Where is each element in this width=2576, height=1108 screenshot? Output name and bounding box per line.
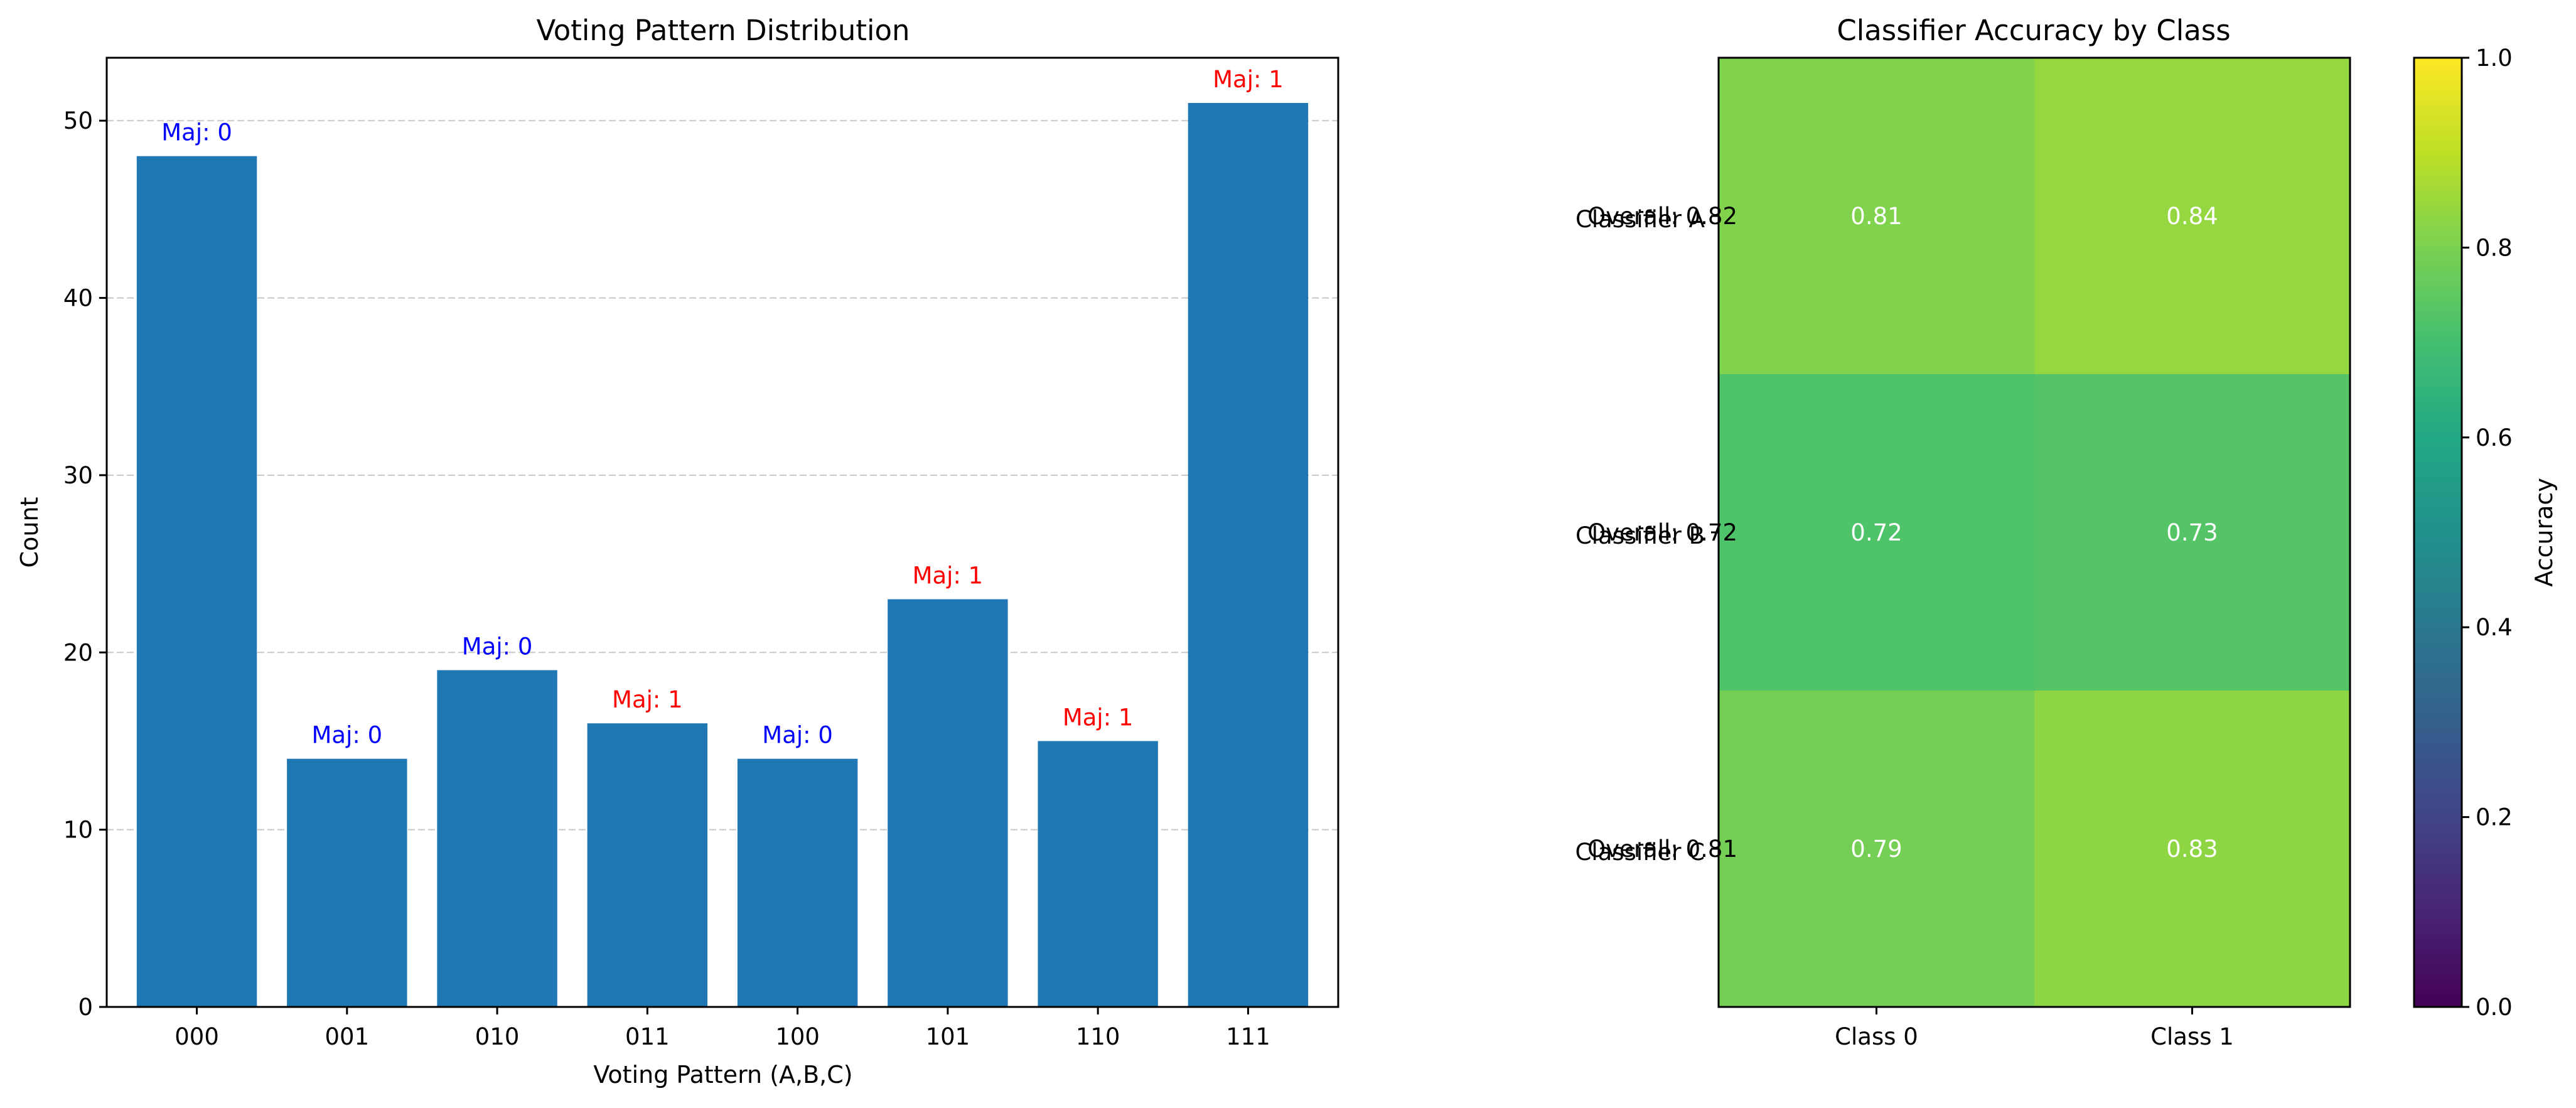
colorbar-ticks: 0.0 0.2 0.4 0.6 0.8 1.0: [2462, 45, 2513, 1021]
y-tick-label: 0: [78, 994, 93, 1021]
y-tick-label: 50: [63, 107, 93, 134]
colorbar-tick-label: 0.6: [2476, 424, 2513, 451]
heatmap-panel: Classifier Accuracy by Class 0.81 0.84 0.7…: [1575, 14, 2558, 1050]
colorbar-tick-label: 1.0: [2476, 45, 2513, 72]
bar-000: [136, 156, 257, 1007]
colorbar-label: Accuracy: [2530, 478, 2558, 587]
x-tick-label: 110: [1076, 1023, 1120, 1050]
heatmap-cell: [2034, 374, 2350, 691]
y-tick-label: 20: [63, 639, 93, 666]
x-tick-label: 111: [1226, 1023, 1270, 1050]
x-tick-label: 000: [174, 1023, 219, 1050]
bar-chart-y-axis: 0 10 20 30 40 50: [63, 107, 107, 1021]
heatmap-cell-value: 0.72: [1850, 519, 1902, 546]
heatmap-cell: [1719, 374, 2034, 691]
bar-chart-title: Voting Pattern Distribution: [536, 14, 910, 47]
bar-label-110: Maj: 1: [1063, 704, 1134, 731]
bar-label-010: Maj: 0: [462, 633, 533, 660]
heatmap-cell: [1719, 691, 2034, 1007]
bar-010: [437, 670, 557, 1007]
heatmap-title: Classifier Accuracy by Class: [1837, 14, 2230, 47]
x-tick-label: 010: [475, 1023, 520, 1050]
row-label: Classifier C: [1575, 839, 1705, 866]
colorbar-tick-label: 0.0: [2476, 994, 2513, 1021]
heatmap-cell-value: 0.79: [1850, 836, 1902, 863]
heatmap-cell: [2034, 58, 2350, 374]
x-tick-label: 001: [325, 1023, 370, 1050]
column-label: Class 0: [1835, 1023, 1918, 1050]
row-overall-annotation: Overall: 0.72: [1587, 519, 1737, 546]
bar-100: [737, 758, 858, 1007]
x-tick-label: 011: [625, 1023, 670, 1050]
bar-001: [287, 758, 407, 1007]
row-overall-annotation: Overall: 0.81: [1587, 836, 1737, 863]
bar-label-100: Maj: 0: [762, 722, 833, 749]
x-tick-label: 100: [775, 1023, 820, 1050]
bar-label-000: Maj: 0: [161, 119, 232, 146]
colorbar-tick-label: 0.8: [2476, 234, 2513, 261]
heatmap-cells: 0.81 0.84 0.72 0.73 0.79 0.83: [1719, 58, 2350, 1007]
row-label: Classifier A: [1575, 206, 1705, 233]
bar-011: [587, 723, 708, 1007]
bar-chart-bars: [136, 103, 1309, 1007]
heatmap-column-labels: Class 0 Class 1: [1835, 1007, 2234, 1050]
bar-label-101: Maj: 1: [913, 562, 984, 589]
row-label: Classifier B: [1575, 522, 1705, 549]
colorbar-tick-label: 0.2: [2476, 804, 2513, 831]
heatmap-cell-value: 0.73: [2166, 519, 2218, 546]
heatmap-cell: [2034, 691, 2350, 1007]
bar-110: [1038, 741, 1158, 1007]
heatmap-cell-value: 0.81: [1850, 203, 1902, 230]
bar-label-001: Maj: 0: [312, 722, 383, 749]
bar-chart-x-label: Voting Pattern (A,B,C): [593, 1061, 852, 1089]
column-label: Class 1: [2150, 1023, 2234, 1050]
bar-chart-gridlines: [107, 120, 1338, 831]
colorbar: [2413, 56, 2463, 1008]
heatmap-cell: [1719, 58, 2034, 374]
bar-chart-frame: [105, 56, 1339, 1008]
bar-chart-bar-labels: Maj: 0 Maj: 0 Maj: 0 Maj: 1 Maj: 0 Maj: 1 Maj:…: [161, 66, 1284, 749]
bar-101: [888, 599, 1008, 1007]
bar-chart-x-axis: 000 001 010 011 100 101 110 111: [174, 1007, 1270, 1050]
y-tick-label: 30: [63, 462, 93, 489]
heatmap-cell-value: 0.84: [2166, 203, 2218, 230]
row-overall-annotation: Overall: 0.82: [1587, 203, 1737, 230]
bar-label-111: Maj: 1: [1213, 66, 1284, 93]
x-tick-label: 101: [926, 1023, 970, 1050]
bar-111: [1188, 103, 1309, 1007]
colorbar-tick-label: 0.4: [2476, 614, 2513, 641]
y-tick-label: 40: [63, 285, 93, 312]
bar-label-011: Maj: 1: [612, 686, 683, 713]
y-tick-label: 10: [63, 817, 93, 844]
bar-chart-y-label: Count: [16, 497, 43, 568]
heatmap-cell-value: 0.83: [2166, 836, 2218, 863]
